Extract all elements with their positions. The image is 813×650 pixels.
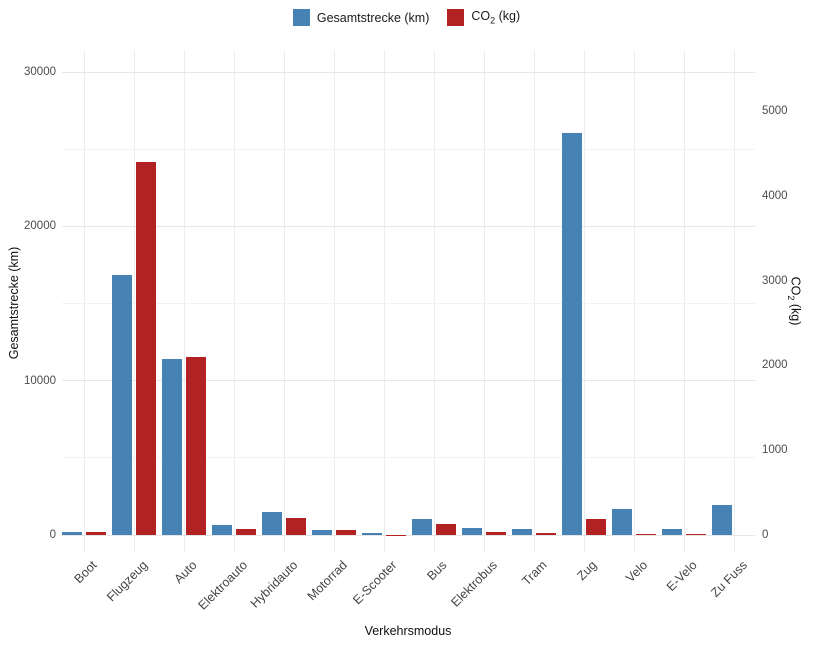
bar-gesamtstrecke-km-zug <box>562 132 582 535</box>
bar-co2-kg-tram <box>536 532 556 535</box>
x-axis-tick-label-elektrobus: Elektrobus <box>448 558 500 610</box>
bar-gesamtstrecke-km-velo <box>612 509 632 535</box>
bar-gesamtstrecke-km-e-velo <box>662 528 682 535</box>
bar-gesamtstrecke-km-hybridauto <box>262 512 282 535</box>
bar-gesamtstrecke-km-zu-fuss <box>712 504 732 535</box>
bar-co2-kg-elektroauto <box>236 529 256 535</box>
legend-item-co2: CO2 (kg) <box>447 9 520 26</box>
gridline-vertical-zu-fuss <box>734 50 735 552</box>
gridline-horizontal-20000 <box>62 225 755 227</box>
gridline-vertical-e-scooter <box>384 50 385 552</box>
right-axis-tick-label-0: 0 <box>762 529 769 541</box>
bar-co2-kg-bus <box>436 523 456 535</box>
gridline-vertical-hybridauto <box>284 50 285 552</box>
legend-label-distance: Gesamtstrecke (km) <box>316 10 430 25</box>
left-axis-title: Gesamtstrecke (km) <box>7 246 21 360</box>
gridline-vertical-zug <box>584 50 585 552</box>
bar-co2-kg-boot <box>86 532 106 535</box>
right-axis-title: CO2 (kg) <box>785 276 803 326</box>
gridline-vertical-tram <box>534 50 535 552</box>
right-axis-tick-label-5000: 5000 <box>762 105 788 117</box>
x-axis-tick-label-zug: Zug <box>574 558 600 584</box>
bar-gesamtstrecke-km-bus <box>412 519 432 535</box>
x-axis-tick-label-velo: Velo <box>622 558 650 586</box>
gridline-vertical-elektrobus <box>484 50 485 552</box>
x-axis-tick-label-zu-fuss: Zu Fuss <box>708 558 750 600</box>
bar-gesamtstrecke-km-boot <box>62 531 82 535</box>
legend-swatch-co2 <box>447 9 465 26</box>
right-axis-tick-label-3000: 3000 <box>762 274 788 287</box>
gridline-horizontal-15000 <box>62 303 755 304</box>
left-axis-tick-label-30000: 30000 <box>24 66 56 78</box>
gridline-vertical-e-velo <box>684 50 685 552</box>
left-axis-tick-label-10000: 10000 <box>24 374 56 387</box>
x-axis-tick-label-e-velo: E-Velo <box>663 558 700 594</box>
right-axis-tick-label-2000: 2000 <box>762 359 788 372</box>
gridline-vertical-auto <box>184 50 185 552</box>
x-axis-tick-label-auto: Auto <box>171 558 200 587</box>
gridline-horizontal-25000 <box>62 148 755 150</box>
x-axis-tick-label-e-scooter: E-Scooter <box>350 558 400 608</box>
x-axis-tick-label-hybridauto: Hybridauto <box>247 558 300 611</box>
bar-co2-kg-velo <box>636 534 656 535</box>
bar-co2-kg-elektrobus <box>486 532 506 535</box>
gridline-horizontal-0 <box>62 534 755 536</box>
left-axis-tick-label-20000: 20000 <box>24 220 56 233</box>
gridline-vertical-boot <box>84 50 85 552</box>
bar-co2-kg-e-velo <box>686 534 706 535</box>
bar-gesamtstrecke-km-elektrobus <box>462 528 482 535</box>
x-axis-tick-label-flugzeug: Flugzeug <box>103 558 150 605</box>
x-axis-tick-label-elektroauto: Elektroauto <box>195 558 250 613</box>
gridline-vertical-motorrad <box>334 50 335 552</box>
gridline-horizontal-30000 <box>62 71 755 73</box>
bar-gesamtstrecke-km-auto <box>162 359 182 535</box>
legend: Gesamtstrecke (km) CO2 (kg) <box>0 9 813 26</box>
right-axis-tick-label-4000: 4000 <box>762 189 788 202</box>
bar-co2-kg-auto <box>186 356 206 535</box>
bar-co2-kg-hybridauto <box>286 518 306 535</box>
gridline-horizontal-10000 <box>62 380 755 382</box>
x-axis-tick-label-motorrad: Motorrad <box>304 558 350 604</box>
legend-label-co2: CO2 (kg) <box>471 9 521 26</box>
legend-swatch-distance <box>292 9 310 26</box>
gridline-horizontal-5000 <box>62 457 755 459</box>
gridline-vertical-velo <box>634 50 635 552</box>
x-axis-tick-label-boot: Boot <box>71 558 100 587</box>
x-axis-tick-label-tram: Tram <box>519 558 550 589</box>
bar-gesamtstrecke-km-motorrad <box>312 529 332 535</box>
gridline-vertical-flugzeug <box>134 50 135 552</box>
gridline-vertical-elektroauto <box>234 50 235 552</box>
bar-gesamtstrecke-km-e-scooter <box>362 533 382 535</box>
bar-co2-kg-motorrad <box>336 529 356 535</box>
bar-co2-kg-zug <box>586 518 606 535</box>
gridline-vertical-bus <box>434 50 435 552</box>
bar-gesamtstrecke-km-tram <box>512 528 532 535</box>
bar-gesamtstrecke-km-elektroauto <box>212 524 232 535</box>
x-axis-title: Verkehrsmodus <box>364 624 452 638</box>
bar-gesamtstrecke-km-flugzeug <box>112 274 132 535</box>
bar-co2-kg-flugzeug <box>136 161 156 535</box>
x-axis-tick-label-bus: Bus <box>424 558 450 584</box>
legend-item-distance: Gesamtstrecke (km) <box>292 9 430 26</box>
right-axis-tick-label-1000: 1000 <box>762 444 788 457</box>
left-axis-tick-label-0: 0 <box>49 529 56 541</box>
